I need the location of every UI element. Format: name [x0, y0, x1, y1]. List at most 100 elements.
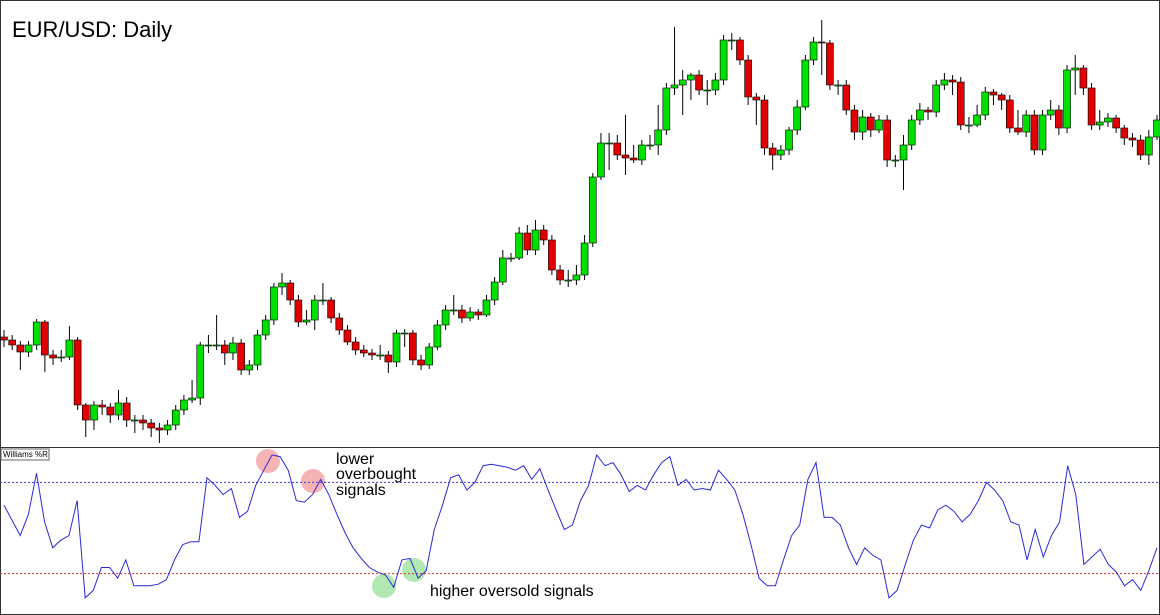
- candle-body: [605, 142, 613, 145]
- candle-body: [531, 229, 540, 251]
- candle-body: [580, 242, 589, 276]
- candle-body: [1128, 137, 1137, 141]
- candle-body: [163, 424, 172, 431]
- candle-body: [719, 39, 728, 81]
- candle-body: [310, 299, 319, 321]
- indicator-label-box: [0, 448, 50, 461]
- candle-body: [834, 84, 842, 87]
- overbought-marker: [301, 469, 325, 493]
- oversold-marker: [372, 574, 396, 598]
- candle-body: [932, 84, 941, 113]
- candle-body: [81, 404, 90, 421]
- candle-body: [809, 41, 818, 61]
- candle-body: [1095, 121, 1104, 126]
- candle-body: [670, 84, 679, 89]
- candle-body: [286, 282, 295, 301]
- annotation: higher oversold signals: [430, 583, 594, 600]
- candle-body: [548, 239, 556, 271]
- candle-body: [997, 94, 1006, 101]
- candle-body: [49, 354, 57, 359]
- candle-body: [875, 119, 883, 131]
- candle-body: [90, 404, 98, 421]
- candle-body: [629, 157, 638, 161]
- candle-body: [57, 356, 66, 359]
- candle-body: [916, 109, 924, 121]
- candle-body: [1055, 109, 1063, 129]
- candle-body: [866, 116, 875, 131]
- candle-body: [515, 232, 523, 259]
- candle-body: [826, 42, 834, 86]
- candle-body: [850, 109, 859, 133]
- candle-body: [433, 324, 442, 348]
- oversold-marker: [402, 558, 426, 582]
- candle-body: [188, 397, 196, 401]
- candle-body: [319, 299, 327, 302]
- candle-body: [695, 74, 703, 91]
- candle-body: [482, 299, 491, 316]
- candle-body: [613, 142, 622, 156]
- candle-body: [1046, 109, 1055, 116]
- candle-body: [678, 79, 687, 86]
- overbought-marker: [256, 449, 280, 473]
- candle-body: [1087, 87, 1096, 126]
- candle-body: [777, 149, 785, 156]
- candle-body: [1153, 119, 1160, 138]
- candle-body: [940, 79, 949, 86]
- candle-body: [1120, 127, 1129, 139]
- candle-body: [400, 332, 409, 335]
- candle-body: [106, 406, 115, 416]
- candle-body: [490, 281, 499, 301]
- candle-body: [409, 332, 417, 361]
- candle-body: [638, 144, 646, 161]
- indicator-line: [3, 453, 1158, 599]
- candle-body: [907, 119, 916, 146]
- candle-body: [760, 99, 769, 149]
- candle-body: [499, 257, 507, 283]
- candle-body: [122, 402, 131, 421]
- marks: [0, 20, 1160, 599]
- candle-body: [1038, 114, 1047, 151]
- candle-body: [662, 87, 671, 131]
- candle-body: [0, 336, 8, 341]
- candle-body: [212, 344, 221, 347]
- candle-body: [1006, 99, 1014, 129]
- candle-body: [139, 419, 147, 424]
- candle-body: [1136, 139, 1145, 156]
- candle-body: [744, 59, 752, 98]
- annotation: overbought: [336, 466, 417, 483]
- candle-body: [752, 96, 761, 101]
- candle-body: [229, 342, 237, 354]
- candle-body: [449, 309, 458, 312]
- candle-body: [1104, 117, 1112, 123]
- candle-body: [278, 282, 286, 288]
- candle-body: [801, 59, 810, 108]
- annotation: lower: [336, 451, 375, 468]
- candle-body: [793, 106, 801, 131]
- candle-body: [73, 339, 82, 406]
- candle-body: [294, 299, 303, 323]
- candle-body: [180, 399, 188, 411]
- candle-body: [883, 119, 891, 161]
- candle-body: [8, 339, 16, 346]
- candle-body: [41, 321, 49, 356]
- candle-body: [965, 124, 973, 127]
- candle-body: [785, 129, 793, 151]
- candle-body: [1063, 69, 1071, 129]
- candle-body: [327, 299, 335, 319]
- candle-body: [736, 39, 744, 61]
- candle-body: [1112, 117, 1120, 129]
- candle-body: [1022, 114, 1030, 133]
- candle-body: [654, 129, 662, 146]
- candle-body: [237, 342, 245, 371]
- candle-body: [171, 409, 180, 426]
- candle-body: [155, 427, 164, 431]
- candle-body: [24, 344, 33, 353]
- candle-body: [474, 311, 483, 316]
- candle-body: [646, 144, 654, 147]
- candle-body: [302, 319, 311, 323]
- candle-body: [360, 349, 368, 354]
- candle-body: [335, 317, 344, 331]
- candle-body: [588, 176, 597, 244]
- candle-body: [948, 79, 957, 83]
- candle-body: [768, 147, 777, 156]
